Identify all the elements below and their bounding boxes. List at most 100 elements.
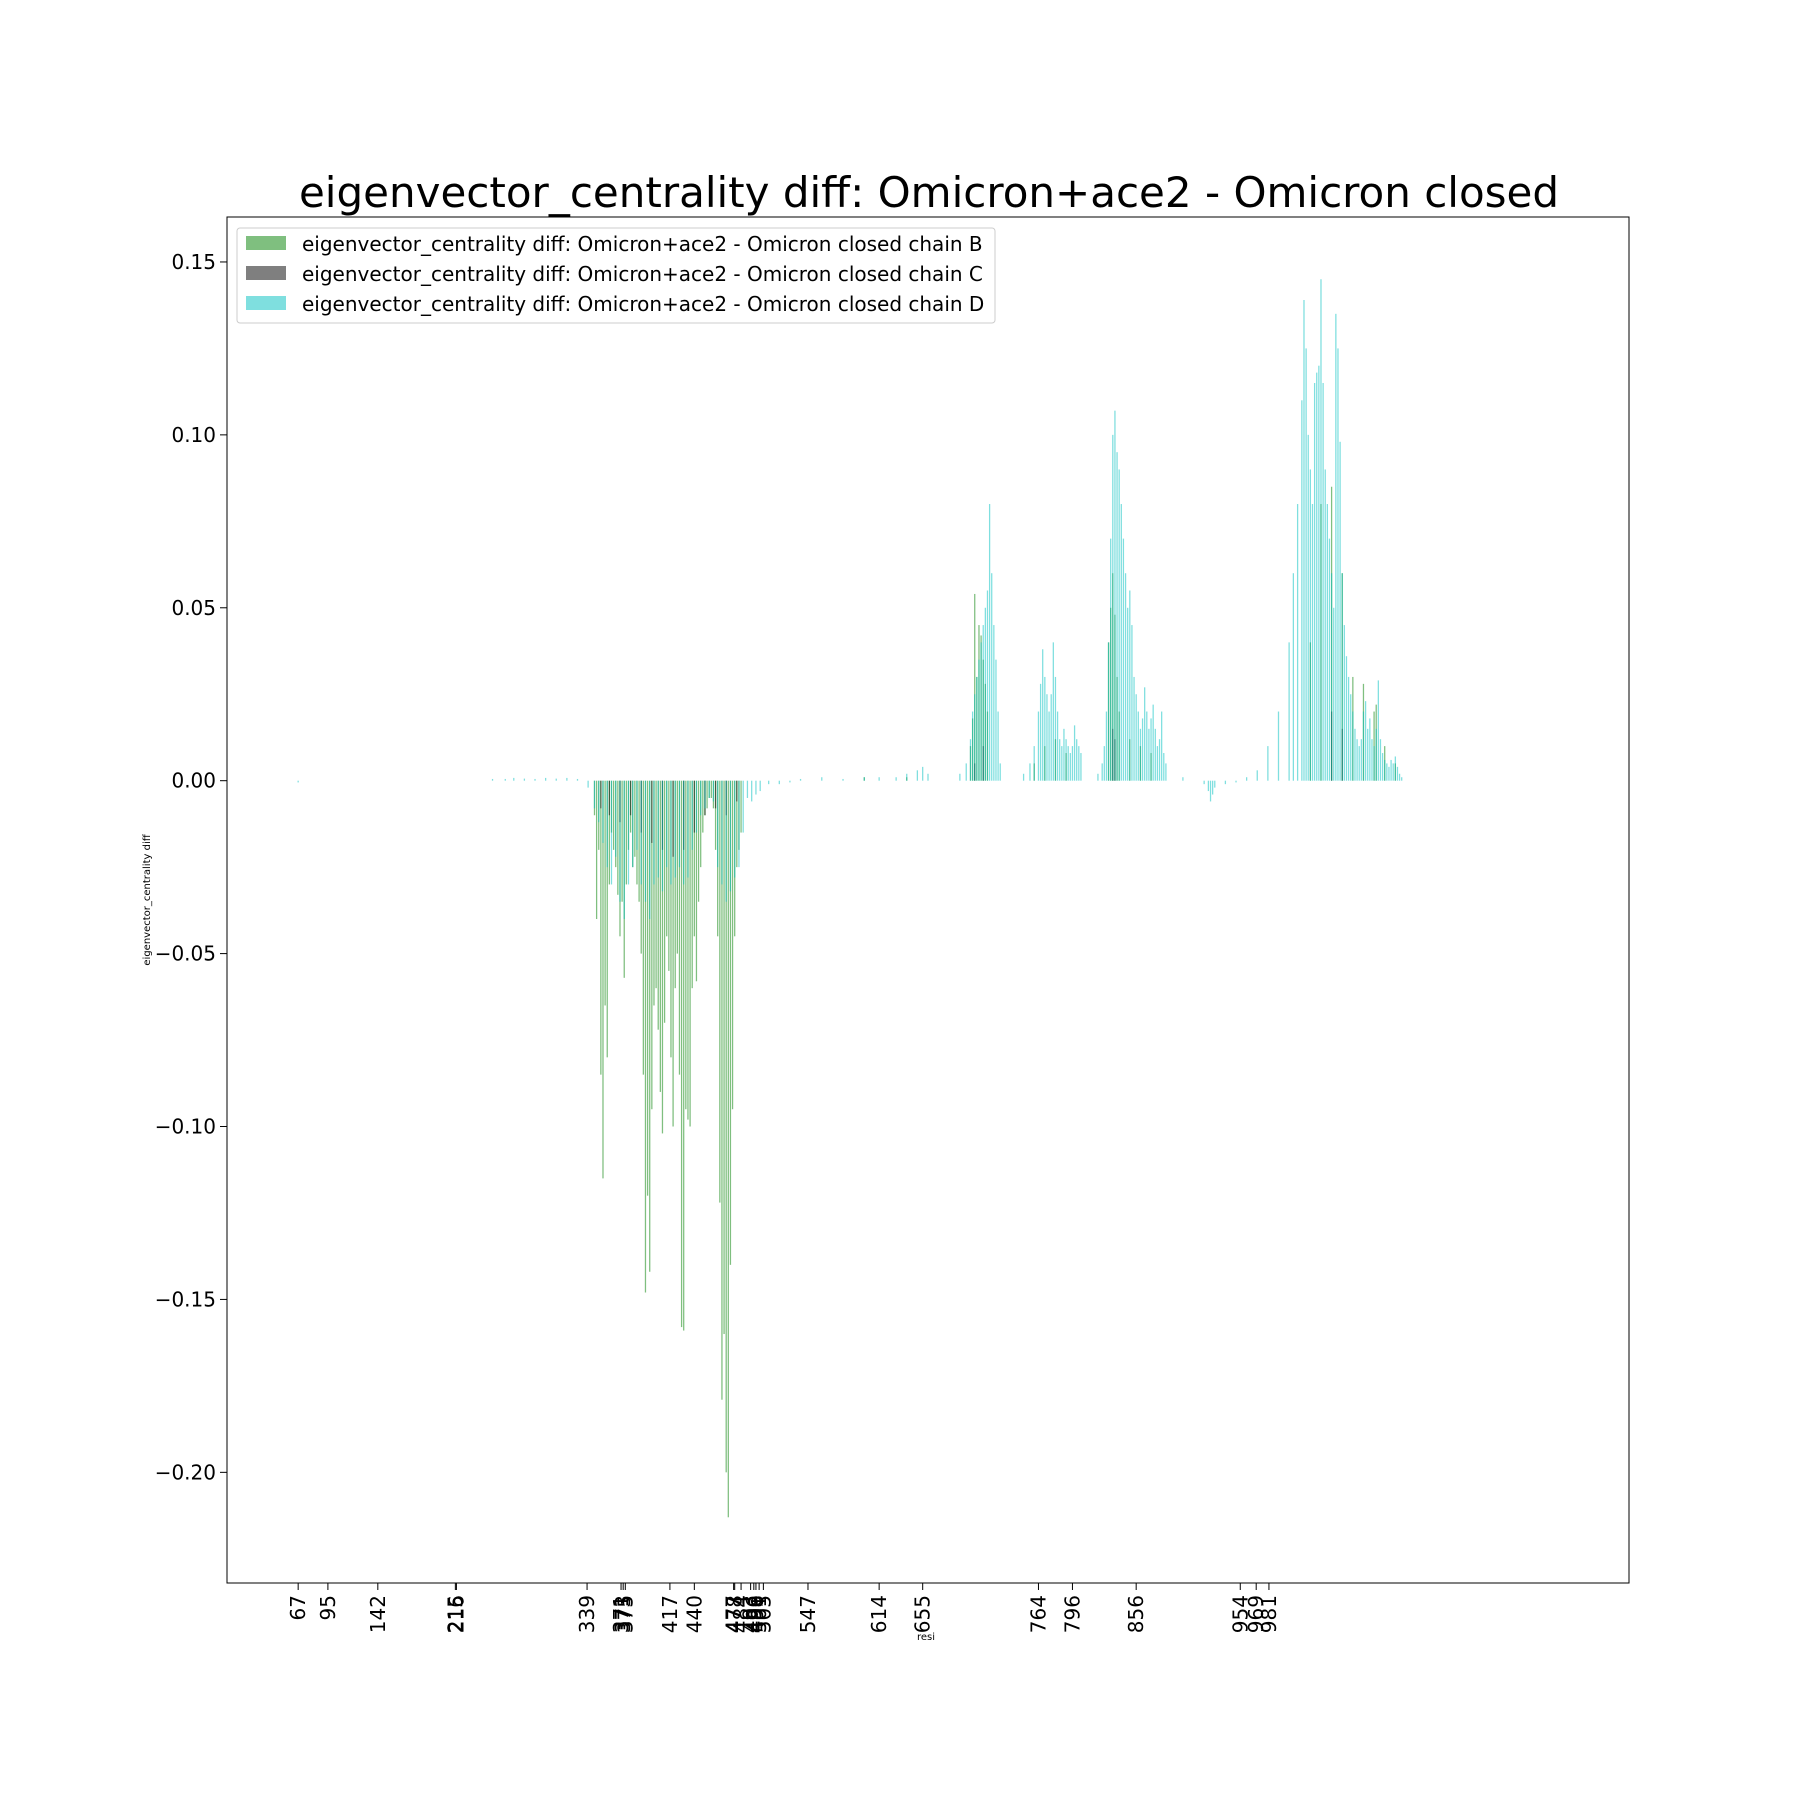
bar-chain-d bbox=[1152, 704, 1154, 781]
bar-chain-d bbox=[670, 780, 672, 885]
bar-chain-d bbox=[1303, 300, 1305, 781]
bar-chain-d bbox=[1362, 711, 1365, 781]
bar-chain-d bbox=[513, 777, 515, 781]
bar-chain-b bbox=[653, 780, 655, 1006]
x-tick-label: 142 bbox=[366, 1595, 390, 1633]
bar-chain-d bbox=[1214, 780, 1216, 788]
bar-chain-b bbox=[634, 780, 636, 857]
legend-box bbox=[236, 227, 996, 324]
x-tick-label: 501 bbox=[747, 1595, 771, 1633]
bar-chain-d bbox=[1122, 538, 1125, 781]
bar-chain-b bbox=[680, 780, 683, 1328]
bar-chain-d bbox=[1101, 763, 1103, 781]
legend-swatch-chain-d bbox=[246, 296, 286, 310]
bar-chain-d bbox=[1165, 763, 1167, 781]
bar-chain-d bbox=[1156, 746, 1159, 781]
bar-chain-d bbox=[1375, 728, 1377, 781]
bar-chain-b bbox=[668, 780, 670, 971]
bar-chain-d bbox=[1352, 711, 1354, 781]
bar-chain-b bbox=[676, 780, 678, 954]
y-tick-label: −0.05 bbox=[155, 942, 216, 966]
bar-chain-d bbox=[1360, 739, 1362, 781]
bar-chain-d bbox=[1337, 348, 1339, 781]
bar-chain-d bbox=[1358, 746, 1360, 781]
bar-chain-d bbox=[1078, 746, 1080, 781]
bar-chain-d bbox=[1288, 642, 1290, 781]
x-tick-label: 493 bbox=[739, 1595, 763, 1633]
bar-chain-b bbox=[725, 780, 727, 1473]
bar-chain-d bbox=[610, 780, 613, 885]
bar-chain-b bbox=[685, 780, 687, 1110]
bar-chain-d bbox=[653, 780, 655, 885]
bar-chain-d bbox=[1373, 746, 1375, 781]
bar-chain-d bbox=[1307, 434, 1309, 781]
bar-chain-d bbox=[1044, 676, 1046, 781]
legend-label-chain-b: eigenvector_centrality diff: Omicron+ace… bbox=[302, 232, 983, 256]
bar-chain-d bbox=[971, 711, 974, 781]
bar-chain-d bbox=[593, 780, 596, 809]
bar-chain-d bbox=[1301, 400, 1303, 781]
bar-chain-d bbox=[1377, 680, 1379, 781]
bar-chain-d bbox=[988, 504, 991, 781]
bar-chain-b bbox=[683, 780, 685, 1331]
bar-chain-d bbox=[1203, 780, 1205, 785]
bar-chain-b bbox=[612, 780, 615, 850]
bar-chain-b bbox=[706, 780, 708, 809]
bar-chain-d bbox=[1328, 538, 1331, 781]
bar-chain-b bbox=[689, 780, 691, 1127]
bar-chain-d bbox=[1120, 504, 1122, 781]
bar-chain-d bbox=[1343, 625, 1345, 781]
bar-chain-d bbox=[1305, 348, 1307, 781]
x-tick-label: 478 bbox=[723, 1595, 747, 1633]
bar-chain-d bbox=[1150, 718, 1152, 781]
bar-chain-d bbox=[1398, 773, 1401, 781]
x-tick-label: 764 bbox=[1027, 1595, 1051, 1633]
bar-chain-d bbox=[974, 694, 976, 781]
bar-chain-b bbox=[719, 780, 721, 1203]
x-tick-label: 969 bbox=[1244, 1595, 1268, 1633]
bar-chain-d bbox=[1124, 573, 1127, 781]
x-tick-label: 655 bbox=[911, 1595, 935, 1633]
y-tick-label: 0.10 bbox=[171, 423, 216, 447]
bar-chain-d bbox=[980, 642, 982, 781]
x-tick-label: 856 bbox=[1124, 1595, 1148, 1633]
bar-chain-d bbox=[1345, 656, 1348, 781]
bar-chain-b bbox=[674, 780, 676, 989]
bar-chain-d bbox=[632, 780, 634, 868]
bar-chain-d bbox=[1073, 725, 1076, 781]
legend-swatch-chain-b bbox=[246, 236, 286, 250]
bar-chain-d bbox=[742, 780, 744, 833]
bar-chain-d bbox=[644, 780, 647, 902]
bar-chain-d bbox=[678, 780, 681, 868]
bar-chain-d bbox=[674, 780, 676, 878]
bar-chain-d bbox=[649, 780, 651, 920]
bar-chain-d bbox=[1224, 780, 1227, 785]
bar-chain-d bbox=[978, 659, 980, 781]
bar-chain-d bbox=[1146, 711, 1148, 781]
bar-chain-d bbox=[1209, 780, 1212, 802]
x-tick-label: 954 bbox=[1228, 1595, 1252, 1633]
bar-chain-d bbox=[1235, 780, 1237, 783]
bar-chain-d bbox=[504, 778, 506, 781]
bar-chain-b bbox=[642, 780, 644, 1075]
bar-chain-d bbox=[1401, 777, 1403, 781]
bar-chain-d bbox=[1144, 687, 1146, 781]
bar-chain-d bbox=[821, 777, 823, 781]
bar-chain-d bbox=[1392, 763, 1394, 781]
bar-chain-d bbox=[1139, 728, 1142, 781]
bar-chain-d bbox=[738, 780, 740, 868]
bar-chain-d bbox=[1033, 746, 1035, 781]
x-tick-label: 498 bbox=[744, 1595, 768, 1633]
bar-chain-d bbox=[1316, 372, 1318, 781]
bar-chain-d bbox=[721, 780, 723, 885]
bar-chain-d bbox=[916, 770, 919, 781]
bar-chain-b bbox=[617, 780, 619, 895]
bar-chain-d bbox=[687, 780, 689, 878]
bar-chain-b bbox=[736, 780, 738, 868]
bar-chain-b bbox=[687, 780, 689, 1120]
bar-chain-d bbox=[602, 780, 604, 843]
bar-chain-b bbox=[638, 780, 640, 902]
x-tick-label: 417 bbox=[658, 1595, 682, 1633]
bar-chain-d bbox=[1097, 773, 1099, 781]
